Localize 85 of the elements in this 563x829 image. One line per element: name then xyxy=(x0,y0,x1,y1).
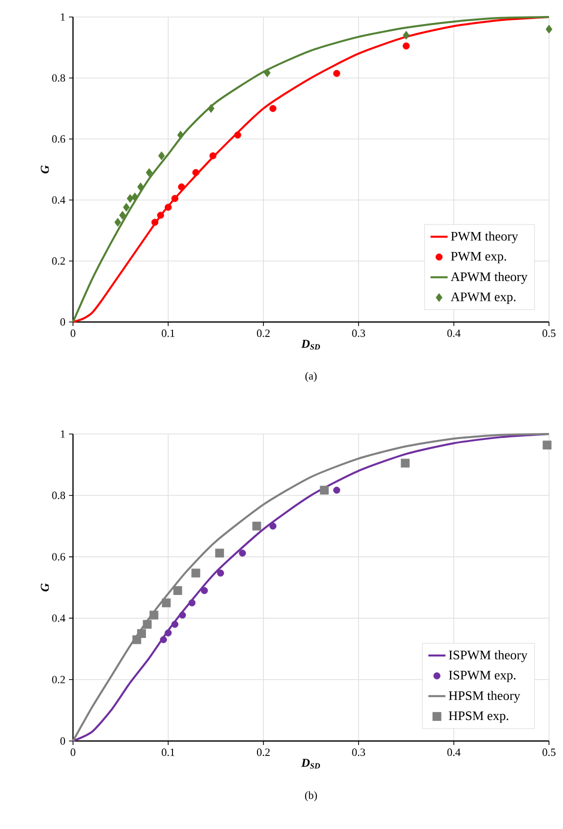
x-tick-label: 0.2 xyxy=(256,748,270,756)
legend-label: ISPWM exp. xyxy=(448,670,516,682)
x-tick-label: 0.1 xyxy=(162,330,174,337)
point xyxy=(171,194,178,202)
y-tick-label: 1 xyxy=(60,430,65,438)
point xyxy=(178,183,186,190)
point xyxy=(333,70,340,77)
y-tick-label: 1 xyxy=(60,13,65,21)
point xyxy=(402,30,410,40)
point xyxy=(114,218,122,227)
x-tick-label: 0.5 xyxy=(542,330,556,337)
point xyxy=(137,182,144,192)
point xyxy=(157,212,164,219)
point xyxy=(151,218,158,226)
y-tick-label: 0.2 xyxy=(52,257,65,265)
y-tick-label: 0.4 xyxy=(52,614,66,622)
point xyxy=(402,42,410,50)
point xyxy=(238,550,246,557)
point xyxy=(122,202,130,212)
legend-label: ISPWM theory xyxy=(448,650,528,662)
point xyxy=(126,194,134,203)
point xyxy=(269,104,276,112)
point xyxy=(546,24,552,34)
x-tick-label: 0 xyxy=(70,748,76,756)
point xyxy=(178,612,186,619)
point xyxy=(162,598,171,608)
y-tick-label: 0 xyxy=(60,737,66,745)
point xyxy=(333,486,340,494)
point xyxy=(269,522,276,530)
y-tick-label: 0.8 xyxy=(52,74,66,82)
y-axis-title: G xyxy=(40,165,49,174)
point xyxy=(200,587,208,594)
y-tick-label: 0.6 xyxy=(52,135,66,143)
point xyxy=(171,620,178,628)
point xyxy=(164,629,172,636)
legend-label: PWM theory xyxy=(450,231,518,244)
legend-label: PWM exp. xyxy=(450,252,506,264)
y-tick-label: 0.2 xyxy=(52,676,65,684)
point xyxy=(208,104,214,113)
point xyxy=(177,130,184,140)
point xyxy=(160,636,167,644)
point xyxy=(217,570,224,577)
point xyxy=(146,168,153,177)
x-tick-label: 0.4 xyxy=(447,748,461,756)
text: (b) xyxy=(305,791,317,802)
x-tick-label: 0.3 xyxy=(352,748,366,756)
point xyxy=(132,192,138,202)
legend-label: APWM theory xyxy=(450,272,528,284)
legend-label: APWM exp. xyxy=(450,292,516,304)
point xyxy=(188,599,196,606)
point xyxy=(192,169,200,176)
point xyxy=(158,151,165,160)
line-series xyxy=(72,432,550,742)
x-tick-label: 0.4 xyxy=(447,330,461,337)
x-axis-title: D$_{SD}$ xyxy=(301,758,320,769)
point xyxy=(191,568,200,578)
legend-label: HPSM exp. xyxy=(448,711,508,723)
point xyxy=(264,68,271,78)
point xyxy=(150,610,158,620)
x-tick-label: 0.5 xyxy=(542,748,556,756)
point xyxy=(137,629,146,638)
point xyxy=(173,586,182,595)
point xyxy=(215,548,224,558)
y-tick-label: 0.8 xyxy=(52,492,66,500)
point xyxy=(164,204,172,211)
y-tick-label: 0 xyxy=(60,318,66,326)
legend-label: HPSM theory xyxy=(448,690,520,703)
y-tick-label: 0.4 xyxy=(52,196,66,204)
point xyxy=(234,132,242,139)
text: (a) xyxy=(305,372,317,382)
x-tick-label: 0.2 xyxy=(256,330,270,337)
point xyxy=(209,152,216,160)
y-axis-title: G xyxy=(40,583,49,592)
point xyxy=(400,458,410,468)
x-tick-label: 0.1 xyxy=(162,748,174,756)
x-tick-label: 0.3 xyxy=(352,330,366,337)
x-tick-label: 0 xyxy=(70,330,76,337)
x-axis-title: D$_{SD}$ xyxy=(301,340,320,350)
point xyxy=(542,440,552,450)
point xyxy=(252,522,262,530)
point xyxy=(119,210,126,220)
y-tick-label: 0.6 xyxy=(52,553,66,561)
point xyxy=(142,620,152,629)
line-series xyxy=(72,16,550,323)
point xyxy=(320,486,329,495)
